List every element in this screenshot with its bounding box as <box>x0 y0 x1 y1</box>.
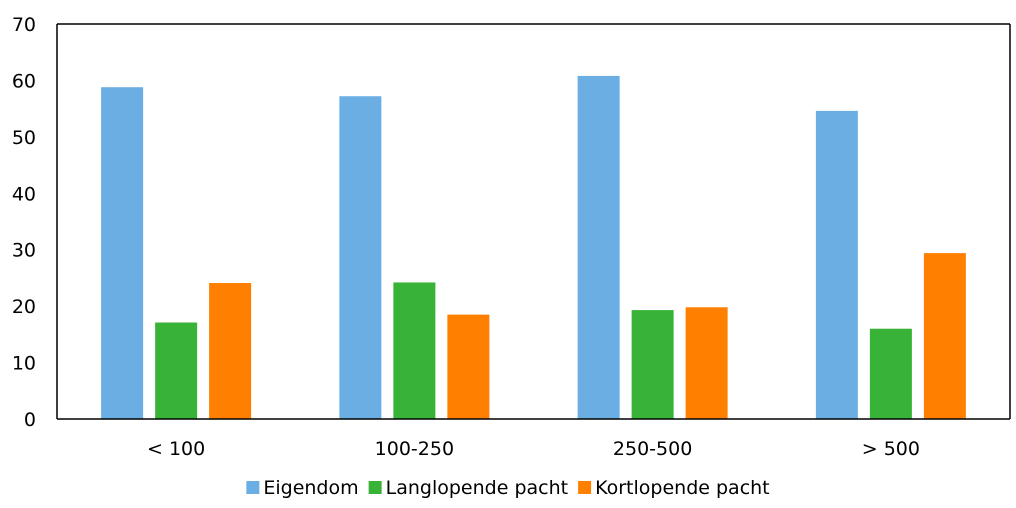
legend-label: Eigendom <box>263 477 358 499</box>
y-tick-label: 70 <box>12 14 36 36</box>
bar-eigendom <box>339 96 382 419</box>
bar-kortlopende-pacht <box>209 283 252 419</box>
y-tick-label: 0 <box>24 409 36 431</box>
x-tick-label: 100-250 <box>375 438 454 460</box>
y-axis-ticks: 0 10 20 30 40 50 60 70 <box>12 14 36 431</box>
y-tick-label: 20 <box>12 296 36 318</box>
legend-swatch <box>246 481 260 494</box>
bars <box>101 75 966 420</box>
x-tick-label: < 100 <box>147 438 205 460</box>
y-tick-label: 40 <box>12 183 36 205</box>
legend-swatch <box>578 481 592 494</box>
x-tick-label: > 500 <box>862 438 920 460</box>
bar-kortlopende-pacht <box>685 307 728 419</box>
bar-kortlopende-pacht <box>447 314 490 419</box>
y-tick-label: 50 <box>12 127 36 149</box>
y-tick-label: 30 <box>12 240 36 262</box>
bar-langlopende-pacht <box>155 322 198 419</box>
bar-kortlopende-pacht <box>923 253 966 419</box>
y-tick-label: 60 <box>12 70 36 92</box>
y-tick-label: 10 <box>12 353 36 375</box>
bar-eigendom <box>577 75 620 420</box>
bar-eigendom <box>101 87 144 419</box>
bar-langlopende-pacht <box>869 328 912 419</box>
legend-label: Langlopende pacht <box>386 477 568 499</box>
legend: Eigendom Langlopende pacht Kortlopende pac… <box>246 477 770 499</box>
bar-langlopende-pacht <box>631 310 674 419</box>
bar-eigendom <box>815 110 858 420</box>
x-axis-ticks: < 100 100-250 250-500 > 500 <box>147 438 920 460</box>
bar-langlopende-pacht <box>393 282 436 419</box>
x-tick-label: 250-500 <box>613 438 692 460</box>
legend-swatch <box>368 481 382 494</box>
legend-label: Kortlopende pacht <box>595 477 770 499</box>
